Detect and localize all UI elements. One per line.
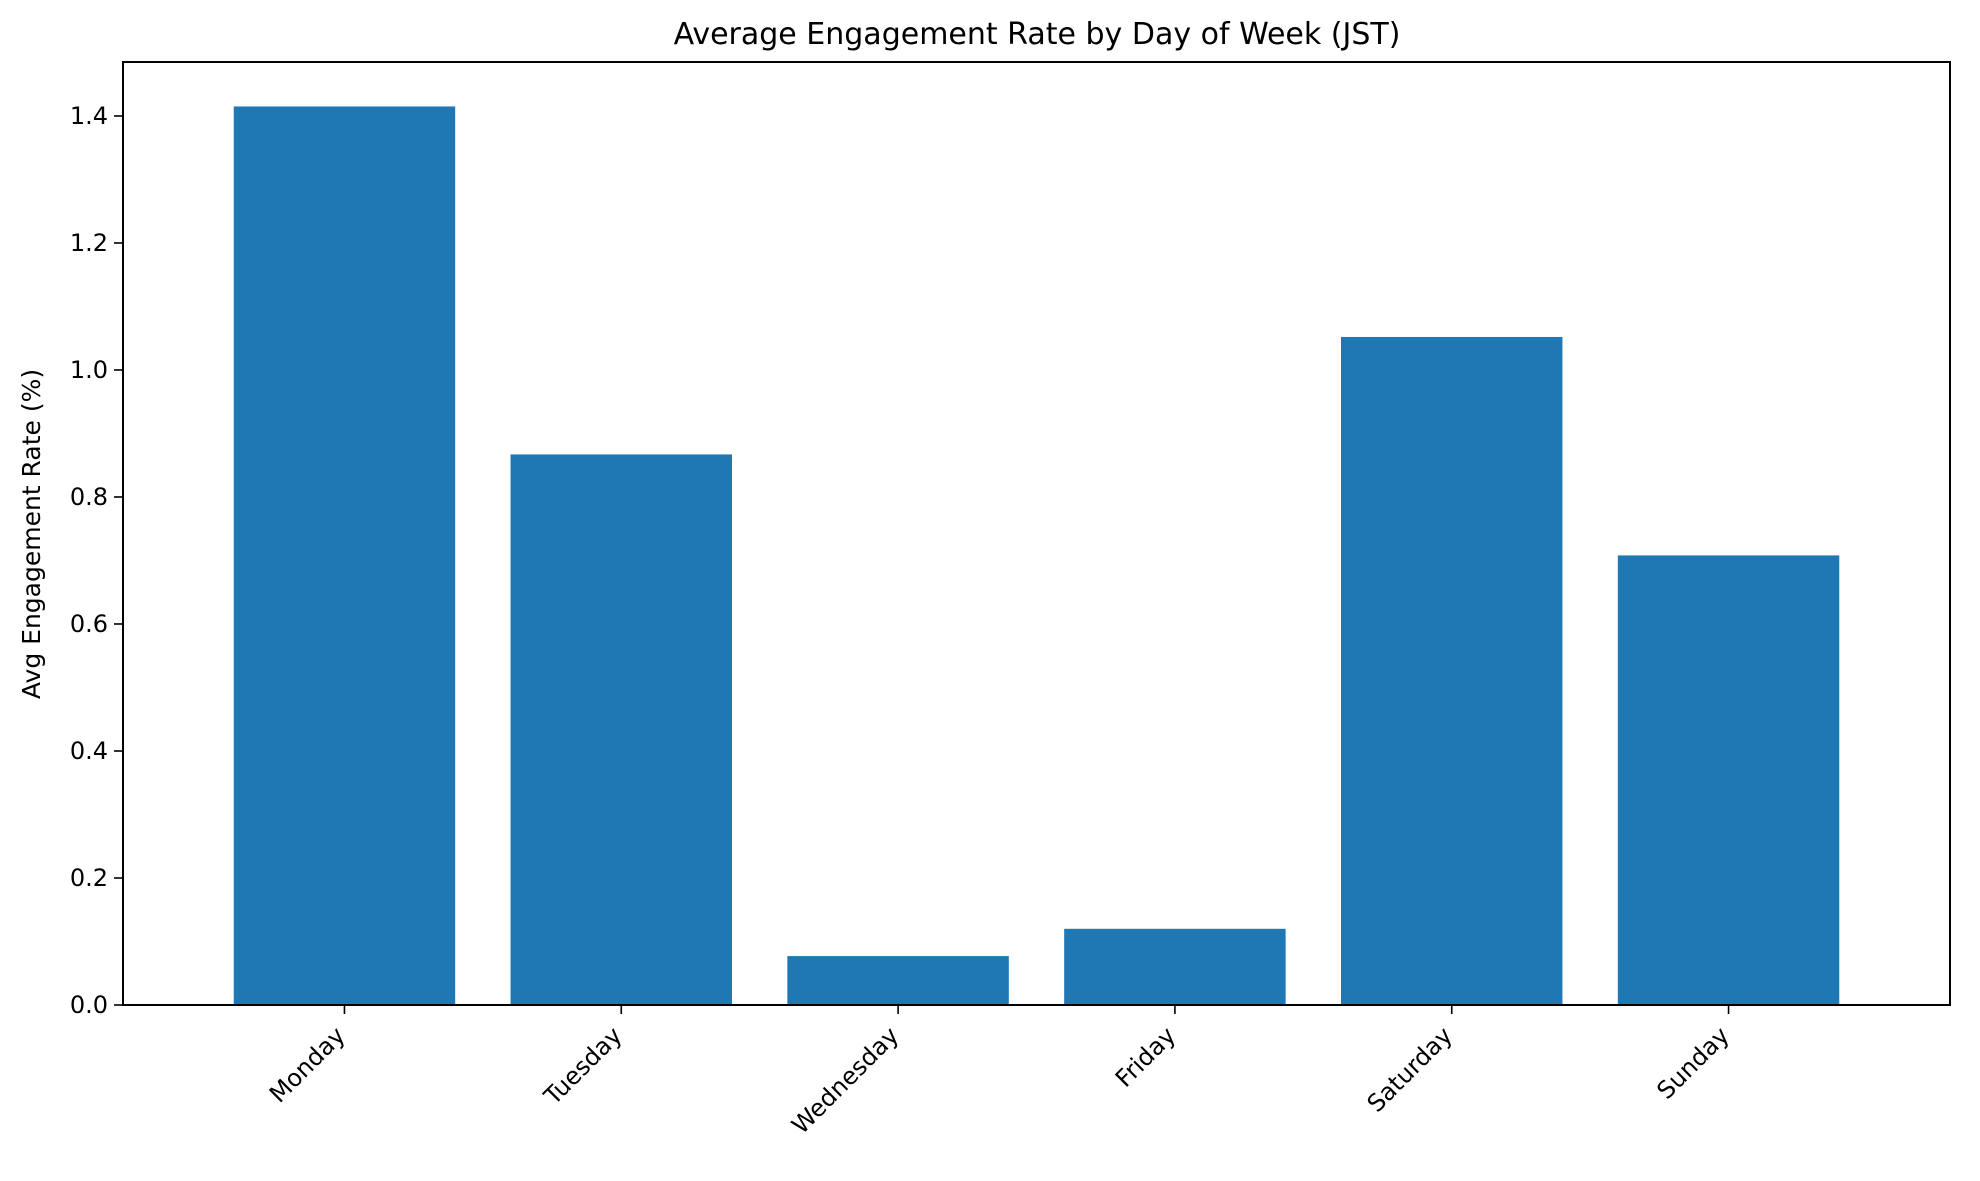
y-tick-label: 1.0 (70, 356, 108, 384)
bar-wednesday (787, 956, 1009, 1005)
y-tick-label: 0.2 (70, 864, 108, 892)
y-axis-label: Avg Engagement Rate (%) (17, 369, 46, 699)
bar-sunday (1617, 555, 1840, 1005)
y-axis-ticks: 0.0 0.2 0.4 0.6 0.8 1.0 1.2 1.4 (70, 102, 123, 1019)
y-tick-label: 1.2 (70, 229, 108, 257)
y-tick-label: 0.0 (70, 991, 108, 1019)
bars-group (233, 106, 1840, 1006)
bar-saturday (1341, 336, 1563, 1006)
bar-friday (1064, 928, 1286, 1005)
y-tick-label: 0.8 (70, 483, 108, 511)
chart-title: Average Engagement Rate by Day of Week (… (674, 17, 1401, 52)
bar-monday (233, 106, 456, 1005)
y-tick-label: 1.4 (70, 102, 108, 130)
plot-area-frame (122, 61, 1951, 1006)
y-tick-label: 0.6 (70, 610, 108, 638)
bar-tuesday (510, 454, 732, 1005)
y-tick-label: 0.4 (70, 737, 108, 765)
